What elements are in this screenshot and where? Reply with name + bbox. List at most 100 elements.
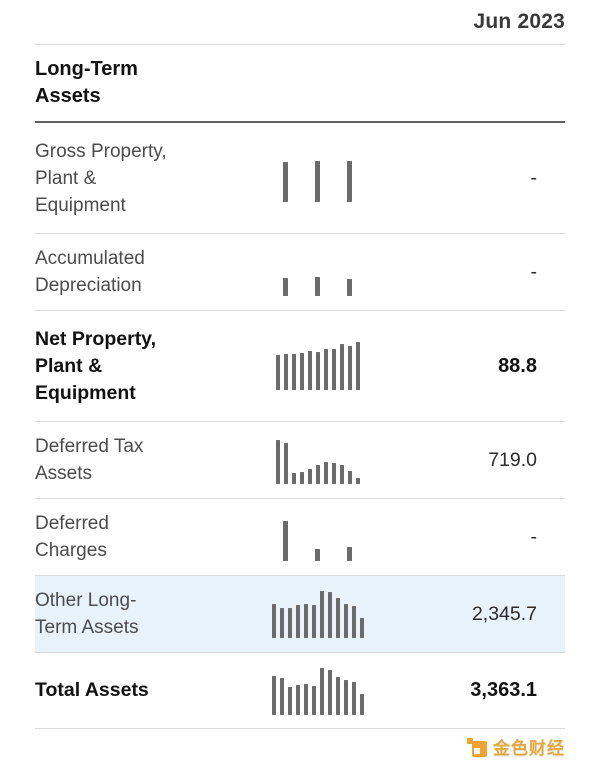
sparkline-bar [347,279,352,296]
table-rows: Long-Term Assets Gross Property, Plant & Equ… [35,45,565,729]
sparkline-bar [287,686,292,715]
row-label-line: Depreciation [35,275,142,296]
row-label-line: Charges [35,540,107,561]
sparkline-accumulated-depreciation [283,248,352,296]
section-header-long-term-assets: Long-Term Assets [35,45,565,123]
sparkline-bar [291,473,296,484]
sparkline-bar [283,162,288,202]
row-label-line: Equipment [35,381,136,404]
table-row-total-assets[interactable]: Total Assets 3,363.1 [35,653,565,729]
sparkline-bar [283,354,288,390]
sparkline-bar [339,344,344,390]
row-value: 2,345.7 [471,602,537,625]
sparkline-cell [220,667,415,715]
table-row-deferred-charges[interactable]: Deferred Charges - [35,499,565,576]
sparkline-cell [220,248,415,296]
sparkline-deferred-charges [283,513,352,561]
row-label: Net Property, Plant & Equipment [35,326,220,407]
sparkline-bar [347,346,352,390]
sparkline-bar [351,681,356,715]
row-label-line: Term Assets [35,617,139,638]
sparkline-bar [315,161,320,202]
row-label: Deferred Tax Assets [35,433,220,487]
sparkline-bar [323,349,328,390]
row-value: 719.0 [488,448,537,471]
table-row-deferred-tax-assets[interactable]: Deferred Tax Assets 719.0 [35,422,565,499]
sparkline-bar [359,693,364,715]
sparkline-bar [291,354,296,390]
row-label: Accumulated Depreciation [35,245,220,299]
sparkline-bar [283,521,288,561]
row-label-line: Accumulated [35,248,145,269]
sparkline-bar [295,605,300,638]
sparkline-bar [299,353,304,390]
row-value: 88.8 [498,354,537,377]
row-label-line: Plant & [35,167,97,189]
sparkline-bar [335,676,340,715]
sparkline-bar [311,605,316,638]
row-label-line: Total Assets [35,679,149,701]
row-label: Total Assets [35,677,220,704]
row-label-line: Assets [35,463,93,484]
sparkline-cell [220,342,415,390]
sparkline-bar [279,677,284,715]
row-label-line: Gross Property, [35,140,167,162]
sparkline-bar [355,478,360,484]
watermark: 金色财经 [35,729,565,764]
row-value: - [530,525,538,548]
sparkline-cell [220,513,415,561]
row-label-line: Plant & [35,354,103,377]
golden-finance-logo-icon [467,737,487,757]
sparkline-bar [343,679,348,715]
sparkline-gross-property-plant-equipment [283,154,352,202]
table-row-gross-property-plant-equipment[interactable]: Gross Property, Plant & Equipment - [35,123,565,234]
sparkline-cell [220,436,415,484]
row-label-line: Equipment [35,194,126,216]
sparkline-bar [303,604,308,638]
table-row-accumulated-depreciation[interactable]: Accumulated Depreciation - [35,234,565,311]
table-row-net-property-plant-equipment[interactable]: Net Property, Plant & Equipment 88.8 [35,311,565,422]
section-title-line: Long-Term [35,58,138,80]
row-label-line: Net Property, [35,327,156,350]
row-label: Gross Property, Plant & Equipment [35,138,220,219]
sparkline-bar [271,604,276,638]
sparkline-bar [351,606,356,638]
sparkline-bar [275,440,280,484]
sparkline-bar [283,278,288,296]
row-label: Deferred Charges [35,510,220,564]
sparkline-bar [343,604,348,638]
sparkline-bar [331,349,336,390]
period-label: Jun 2023 [473,10,565,33]
sparkline-bar [315,352,320,390]
table-row-other-long-term-assets[interactable]: Other Long- Term Assets 2,345.7 [35,576,565,653]
row-value: 3,363.1 [470,679,537,701]
sparkline-net-property-plant-equipment [275,342,360,390]
sparkline-bar [347,471,352,484]
period-header-row: Jun 2023 [35,0,565,45]
row-label: Other Long- Term Assets [35,587,220,641]
sparkline-bar [323,462,328,484]
sparkline-bar [347,547,352,561]
sparkline-bar [339,465,344,484]
sparkline-bar [283,443,288,484]
sparkline-other-long-term-assets [271,590,364,638]
sparkline-bar [311,685,316,715]
row-value: - [530,166,538,189]
row-value: - [530,260,538,283]
sparkline-bar [319,667,324,715]
sparkline-cell [220,154,415,202]
row-label-line: Other Long- [35,590,137,611]
sparkline-total-assets [271,667,364,715]
sparkline-bar [355,342,360,390]
sparkline-bar [303,683,308,715]
sparkline-bar [327,669,332,715]
sparkline-bar [275,355,280,390]
sparkline-bar [307,351,312,390]
row-label-line: Deferred Tax [35,436,144,457]
sparkline-bar [319,591,324,638]
sparkline-bar [359,618,364,638]
sparkline-deferred-tax-assets [275,436,360,484]
sparkline-bar [347,161,352,202]
sparkline-cell [220,590,415,638]
